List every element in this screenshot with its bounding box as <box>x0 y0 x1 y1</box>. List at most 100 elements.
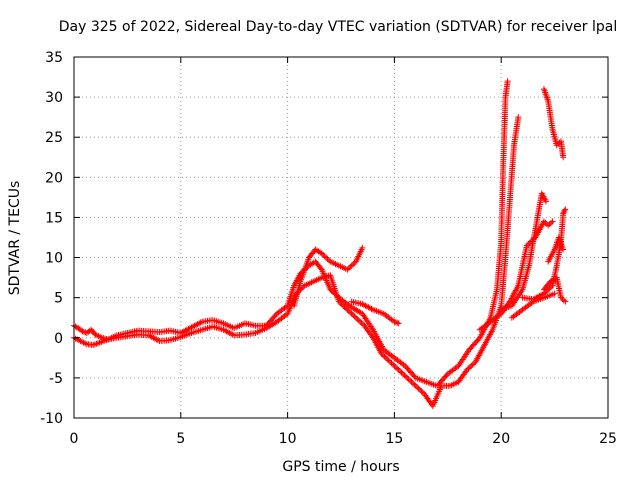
data-point <box>412 382 419 389</box>
data-point <box>345 265 352 272</box>
data-point <box>381 353 388 360</box>
data-point <box>409 380 416 387</box>
data-point <box>378 350 385 357</box>
x-tick-label: 15 <box>385 431 403 447</box>
data-point <box>546 221 553 228</box>
data-point <box>385 357 392 364</box>
data-point <box>382 354 389 361</box>
data-point <box>540 218 547 225</box>
x-tick-label: 20 <box>492 431 510 447</box>
data-point <box>320 251 327 258</box>
data-point <box>525 241 532 248</box>
data-point <box>402 373 409 380</box>
x-tick-label: 0 <box>70 431 79 447</box>
series-band-a <box>71 78 511 389</box>
series-band-d <box>348 298 402 327</box>
y-tick-label: 35 <box>45 50 63 66</box>
x-tick-label: 5 <box>176 431 185 447</box>
series-band-b <box>71 114 522 409</box>
data-point <box>555 140 562 147</box>
data-point <box>391 362 398 369</box>
data-point <box>323 254 330 261</box>
grid <box>74 57 608 418</box>
chart-title: Day 325 of 2022, Sidereal Day-to-day VTE… <box>59 19 617 35</box>
data-point <box>392 364 399 371</box>
data-point <box>469 361 476 368</box>
data-point <box>414 384 421 391</box>
x-tick-label: 10 <box>279 431 297 447</box>
data-point <box>398 369 405 376</box>
data-point <box>387 358 394 365</box>
data-point <box>395 366 402 373</box>
series-band-j <box>540 86 567 161</box>
data-point <box>337 300 344 307</box>
data-point <box>347 309 354 316</box>
data-point <box>418 388 425 395</box>
data-point <box>389 361 396 368</box>
data-point <box>344 266 351 273</box>
data-point <box>465 365 472 372</box>
data-point <box>384 356 391 363</box>
data-point <box>551 290 558 297</box>
data-point <box>523 242 530 249</box>
data-point <box>391 318 398 325</box>
data-point <box>560 154 567 161</box>
y-tick-label: 30 <box>45 90 63 106</box>
data-point <box>394 365 401 372</box>
data-point <box>394 319 401 326</box>
data-point <box>558 294 565 301</box>
y-tick-label: 25 <box>45 130 63 146</box>
data-point <box>317 265 324 272</box>
data-point <box>407 377 414 384</box>
data-point <box>318 250 325 257</box>
y-tick-label: 0 <box>54 331 63 347</box>
data-point <box>352 314 359 321</box>
data-point <box>351 259 358 266</box>
data-point <box>397 368 404 375</box>
y-tick-label: -5 <box>49 371 63 387</box>
data-point <box>321 253 328 260</box>
data-point <box>358 320 365 327</box>
data-point <box>545 222 552 229</box>
data-point <box>515 114 522 121</box>
axis-ticks: 0 5 10 15 20 25 -10 -5 0 5 10 15 20 25 30 35 <box>40 50 617 447</box>
x-tick-label: 25 <box>599 431 617 447</box>
data-point <box>82 329 89 336</box>
y-tick-label: 5 <box>54 291 63 307</box>
series-band-k <box>545 234 567 265</box>
data-point <box>399 370 406 377</box>
data-point <box>411 381 418 388</box>
data-point <box>79 328 86 335</box>
data-point <box>325 257 332 264</box>
data-point <box>548 219 555 226</box>
data-point <box>350 261 357 268</box>
data-point <box>468 362 475 369</box>
y-tick-label: 15 <box>45 210 63 226</box>
data-point <box>392 319 399 326</box>
y-tick-label: 20 <box>45 170 63 186</box>
y-tick-label: -10 <box>40 411 63 427</box>
data-point <box>417 386 424 393</box>
data-point <box>560 297 567 304</box>
data-point <box>560 210 567 217</box>
data-point <box>466 364 473 371</box>
data-point <box>559 296 566 303</box>
x-axis-label: GPS time / hours <box>282 459 399 475</box>
data-point <box>355 317 362 324</box>
data-point <box>380 352 387 359</box>
plot-frame <box>73 56 609 419</box>
data-point <box>504 78 511 85</box>
data-point <box>357 318 364 325</box>
data-point <box>543 198 550 205</box>
data-point <box>341 304 348 311</box>
series-band-h <box>540 274 569 305</box>
data-point <box>348 310 355 317</box>
data-point <box>345 308 352 315</box>
data-point <box>405 376 412 383</box>
data-point <box>561 207 568 214</box>
data-point <box>560 209 567 216</box>
data-point <box>560 246 567 253</box>
data-point <box>404 374 411 381</box>
data-point <box>340 302 347 309</box>
